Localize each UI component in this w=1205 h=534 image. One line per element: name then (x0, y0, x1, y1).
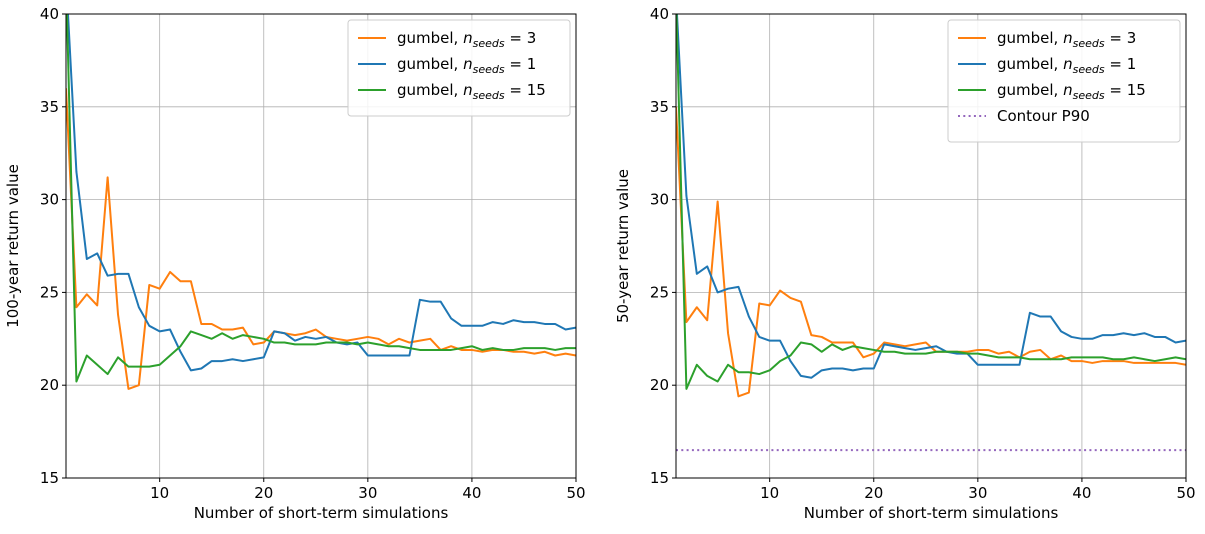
panel2-x-tick-label-3: 40 (1072, 484, 1091, 502)
panel2-legend-box (947, 19, 1181, 143)
panel1-y-tick-label-0: 15 (40, 469, 59, 487)
panel2-y-tick-label-3: 30 (650, 191, 669, 209)
panel2-chart: 10 20 30 40 50 15 20 25 30 35 40 Number of short-te… (614, 5, 1196, 522)
panel1-legend-label-1: gumbel, nseeds = 1 (397, 55, 536, 76)
panel1-x-axis-label: Number of short-term simulations (194, 504, 449, 522)
panel2-legend-label-3: Contour P90 (997, 107, 1090, 125)
panel1-series-line-2 (66, 14, 576, 383)
panel1-y-axis-label: 100-year return value (4, 164, 22, 328)
panel2-y-tick-label-4: 35 (650, 98, 669, 116)
panel1-y-tick-label-2: 25 (40, 283, 59, 301)
panel2-y-tick-label-5: 40 (650, 5, 669, 23)
panel2-y-tick-label-1: 20 (650, 376, 669, 394)
panel1-series-group (66, 14, 576, 390)
panel1-series-line-1 (66, 14, 576, 372)
panel2-x-tick-label-1: 20 (864, 484, 883, 502)
panel1-y-tick-label-3: 30 (40, 191, 59, 209)
panel1-y-tick-label-4: 35 (40, 98, 59, 116)
panel1-x-tick-label-2: 30 (358, 484, 377, 502)
panel2-legend-label-2: gumbel, nseeds = 15 (997, 81, 1146, 102)
panel1-chart: 10 20 30 40 50 15 20 25 30 35 40 Number of short-te… (4, 5, 586, 522)
panel1-legend-box (347, 19, 571, 117)
panel1-x-tick-label-1: 20 (254, 484, 273, 502)
panel1-legend-label-0: gumbel, nseeds = 3 (397, 29, 536, 50)
panel2-x-tick-label-2: 30 (968, 484, 987, 502)
panel2-legend: gumbel, nseeds = 3 gumbel, nseeds = 1 gumb… (947, 19, 1181, 143)
panel1-legend-label-2: gumbel, nseeds = 15 (397, 81, 546, 102)
panel2-y-tick-label-0: 15 (650, 469, 669, 487)
panel2-x-axis-label: Number of short-term simulations (804, 504, 1059, 522)
panel2-x-tick-label-4: 50 (1176, 484, 1195, 502)
panel2-legend-label-0: gumbel, nseeds = 3 (997, 29, 1136, 50)
panel1-y-tick-label-5: 40 (40, 5, 59, 23)
panel2-x-tick-label-0: 10 (760, 484, 779, 502)
panel2-series-group (676, 14, 1186, 452)
panel2-y-tick-label-2: 25 (650, 283, 669, 301)
panel2-axes-frame (675, 13, 1187, 479)
panel1-y-tick-label-1: 20 (40, 376, 59, 394)
panel1-legend: gumbel, nseeds = 3 gumbel, nseeds = 1 gumb… (347, 19, 571, 117)
panel1-axes-frame (65, 13, 577, 479)
panel2-series-line-1 (676, 14, 1186, 379)
panel2-y-axis-label: 50-year return value (614, 169, 632, 323)
panel2-series-line-2 (676, 14, 1186, 390)
panel1-x-tick-label-0: 10 (150, 484, 169, 502)
panel1-x-tick-label-4: 50 (566, 484, 585, 502)
panel1-series-line-0 (66, 88, 576, 390)
panel1-x-tick-label-3: 40 (462, 484, 481, 502)
panel2-legend-label-1: gumbel, nseeds = 1 (997, 55, 1136, 76)
